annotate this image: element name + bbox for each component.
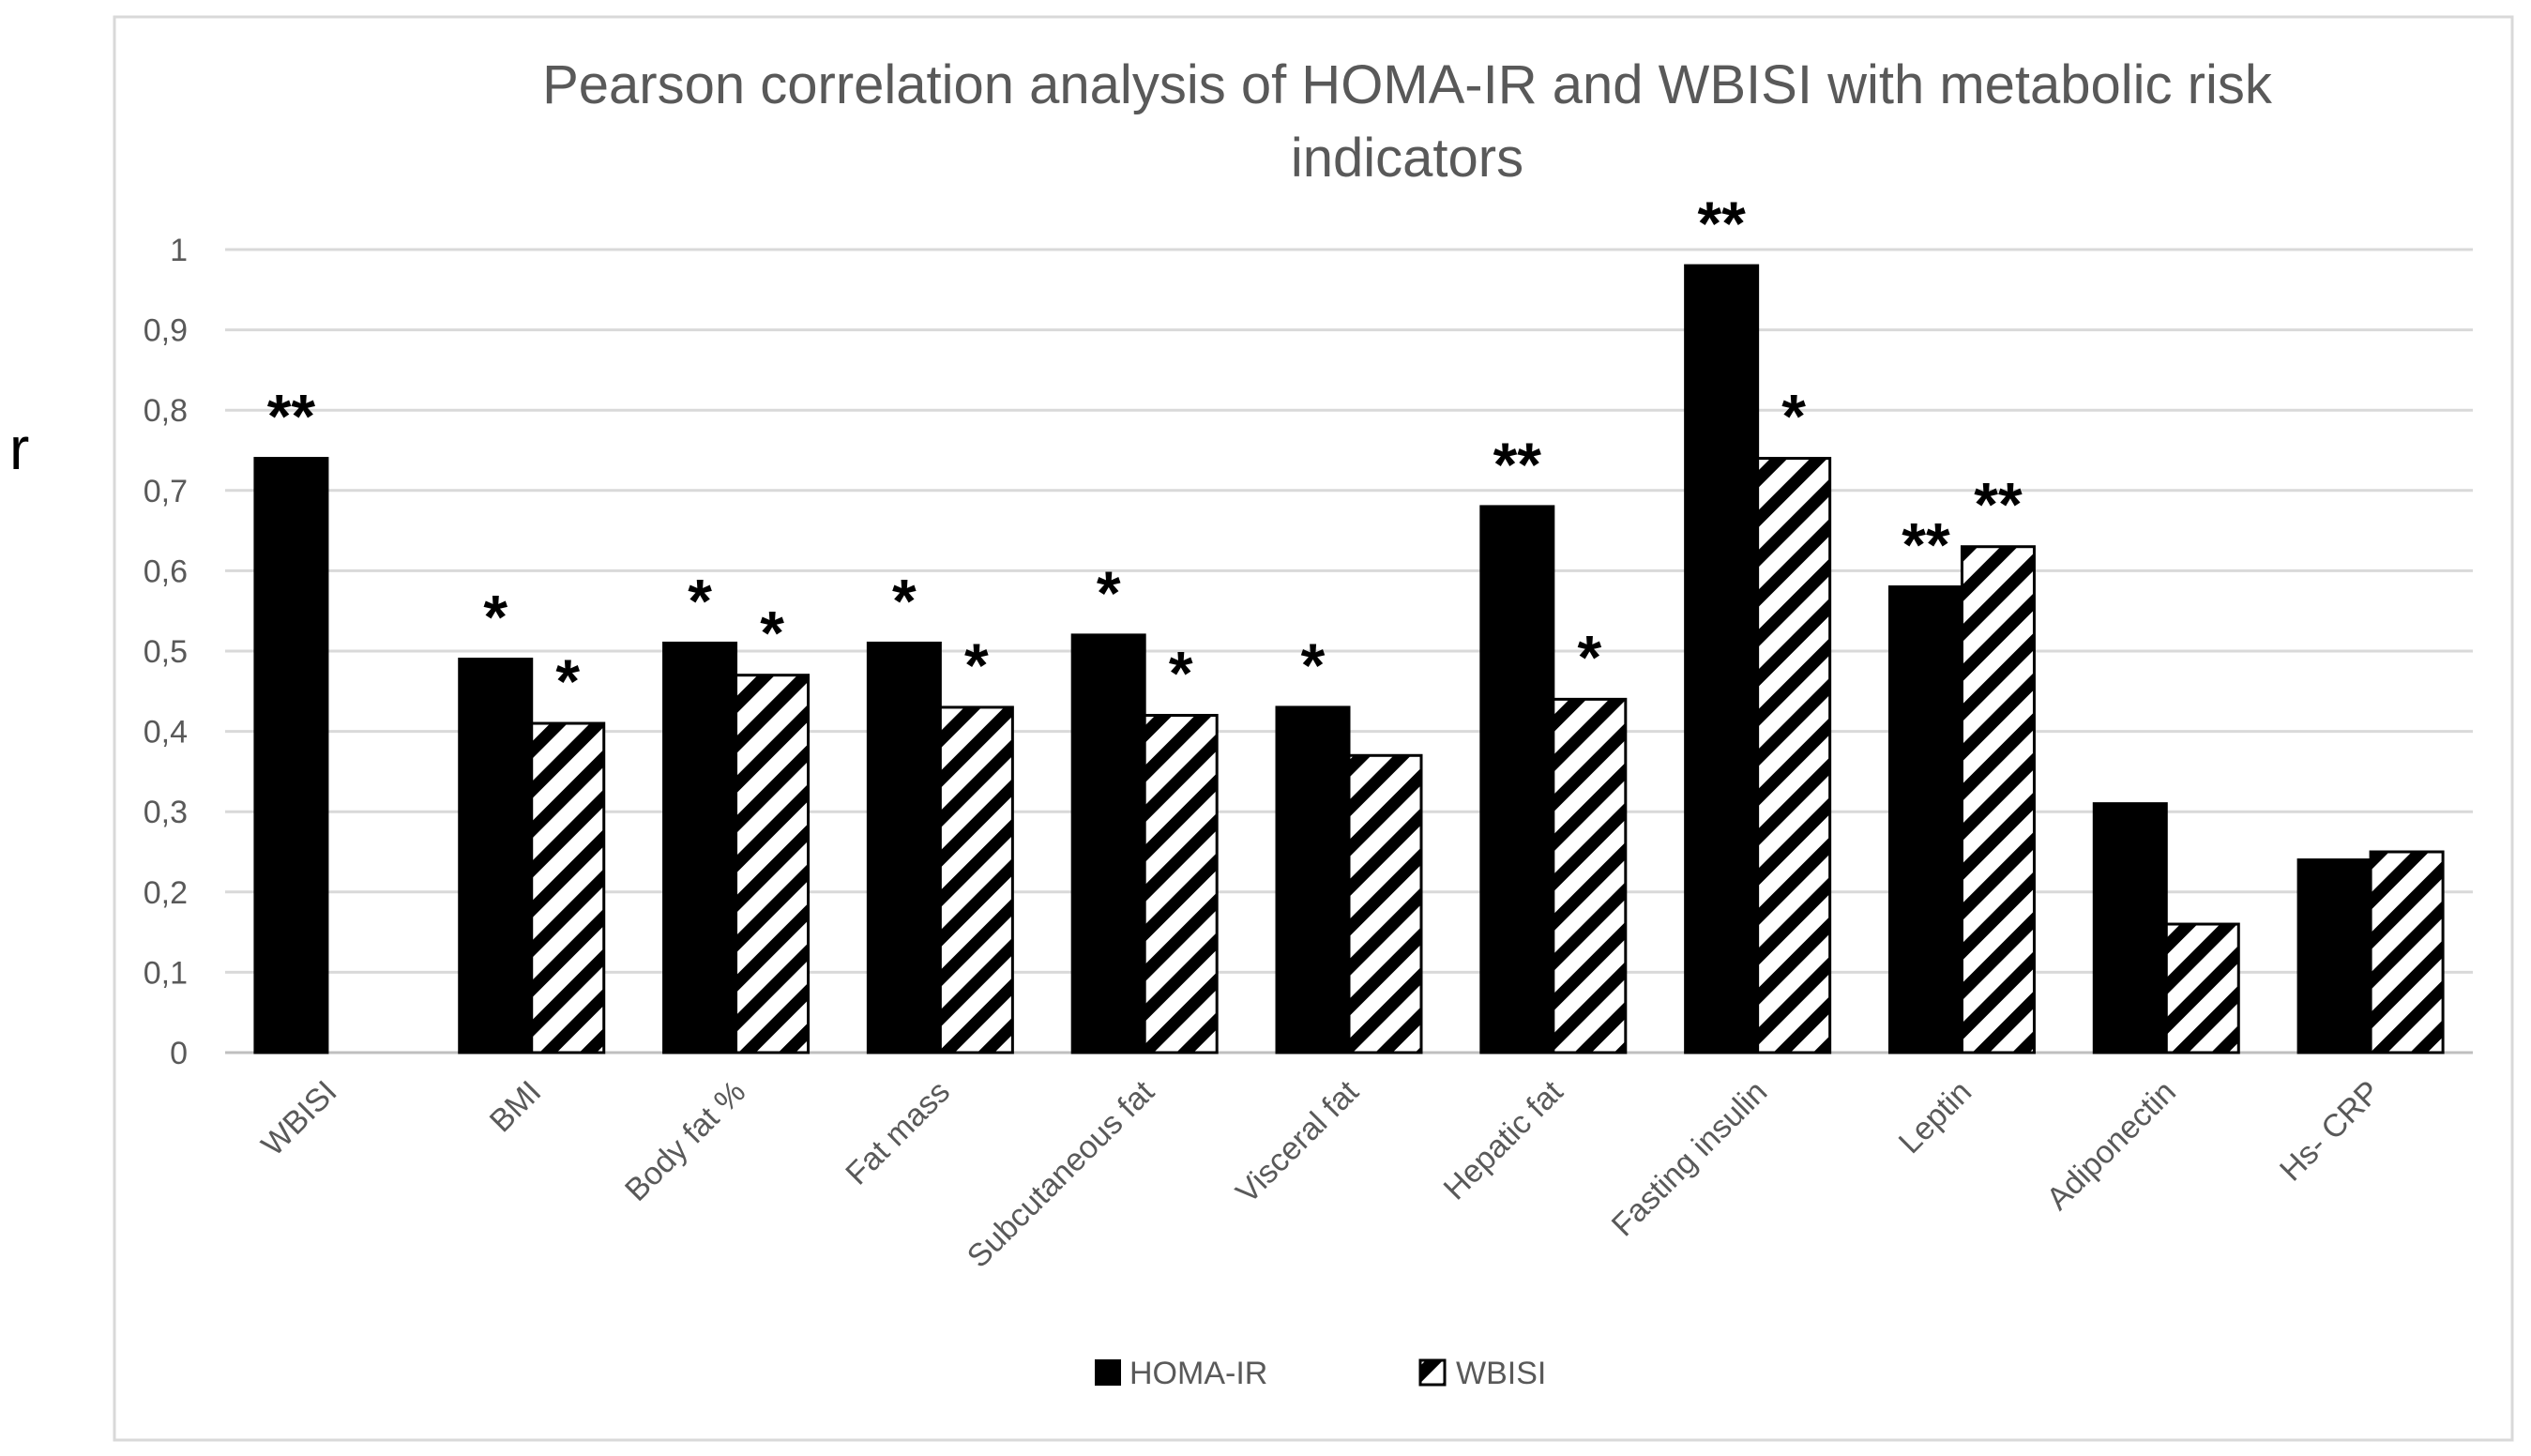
chart-title-line-1: Pearson correlation analysis of HOMA-IR …: [542, 54, 2273, 115]
y-tick-label: 0,5: [144, 634, 188, 670]
bars: [253, 264, 2445, 1054]
significance-wbisi-subcutaneous-fat: *: [1169, 638, 1193, 707]
significance-markers: ***** * **** ***********: [267, 189, 2023, 716]
bar-homa-ir-leptin: [1887, 585, 1963, 1054]
legend: HOMA-IR WBISI: [1095, 1356, 1546, 1391]
y-tick-label: 0,7: [144, 474, 188, 509]
bar-homa-ir-subcutaneous-fat: [1070, 633, 1146, 1054]
significance-wbisi-body-fat: *: [760, 599, 784, 668]
bar-wbisi-bmi: [530, 721, 606, 1054]
significance-wbisi-bmi: *: [555, 646, 580, 716]
bar-wbisi-hs-crp: [2369, 850, 2445, 1054]
significance-wbisi-hepatic-fat: *: [1577, 622, 1601, 691]
bar-wbisi-fat-mass: [938, 705, 1014, 1054]
bar-wbisi-subcutaneous-fat: [1143, 713, 1219, 1054]
significance-homa-ir-bmi: *: [483, 583, 508, 652]
y-tick-label: 0,9: [144, 313, 188, 349]
legend-swatch-wbisi: [1418, 1358, 1447, 1387]
bar-wbisi-hepatic-fat: [1552, 697, 1628, 1054]
bar-homa-ir-fasting-insulin: [1684, 264, 1760, 1054]
y-axis-title: r: [9, 415, 29, 482]
significance-wbisi-leptin: **: [1974, 470, 2023, 539]
y-tick-label: 0: [170, 1036, 188, 1071]
y-tick-label: 0,2: [144, 875, 188, 911]
bar-homa-ir-wbisi: [253, 457, 329, 1054]
significance-homa-ir-hepatic-fat: **: [1493, 430, 1542, 499]
legend-label-wbisi: WBISI: [1456, 1356, 1546, 1391]
bar-homa-ir-body-fat: [662, 641, 738, 1054]
y-tick-label: 0,8: [144, 393, 188, 429]
bar-wbisi-leptin: [1960, 545, 2036, 1054]
significance-wbisi-fat-mass: *: [964, 630, 989, 700]
bar-homa-ir-hs-crp: [2296, 858, 2372, 1054]
y-tick-label: 0,1: [144, 955, 188, 991]
chart-title-line-2: indicators: [1291, 128, 1523, 189]
bar-homa-ir-fat-mass: [866, 641, 942, 1054]
bar-wbisi-adiponectin: [2164, 922, 2240, 1054]
significance-homa-ir-body-fat: *: [688, 566, 712, 635]
significance-homa-ir-fat-mass: *: [892, 566, 917, 635]
bar-homa-ir-adiponectin: [2092, 802, 2168, 1054]
bar-homa-ir-hepatic-fat: [1479, 505, 1555, 1054]
significance-homa-ir-leptin: **: [1902, 510, 1950, 580]
y-tick-label: 1: [170, 233, 188, 268]
bar-wbisi-body-fat: [735, 674, 811, 1054]
bar-wbisi-visceral-fat: [1347, 753, 1423, 1054]
y-axis-ticks: 0 0,1 0,2 0,3 0,4 0,5 0,6 0,7 0,8 0,9 1: [144, 233, 188, 1071]
legend-label-homa-ir: HOMA-IR: [1129, 1356, 1267, 1391]
significance-wbisi-fasting-insulin: *: [1781, 382, 1806, 451]
significance-homa-ir-fasting-insulin: **: [1697, 189, 1746, 258]
significance-homa-ir-subcutaneous-fat: *: [1097, 558, 1121, 628]
y-tick-label: 0,6: [144, 554, 188, 589]
bar-wbisi-fasting-insulin: [1756, 457, 1832, 1054]
y-tick-label: 0,4: [144, 715, 188, 751]
bar-homa-ir-bmi: [458, 658, 534, 1054]
significance-homa-ir-wbisi: **: [267, 382, 316, 451]
significance-homa-ir-visceral-fat: *: [1301, 630, 1326, 700]
bar-homa-ir-visceral-fat: [1275, 705, 1351, 1054]
legend-swatch-homa-ir: [1095, 1359, 1121, 1386]
y-tick-label: 0,3: [144, 795, 188, 830]
